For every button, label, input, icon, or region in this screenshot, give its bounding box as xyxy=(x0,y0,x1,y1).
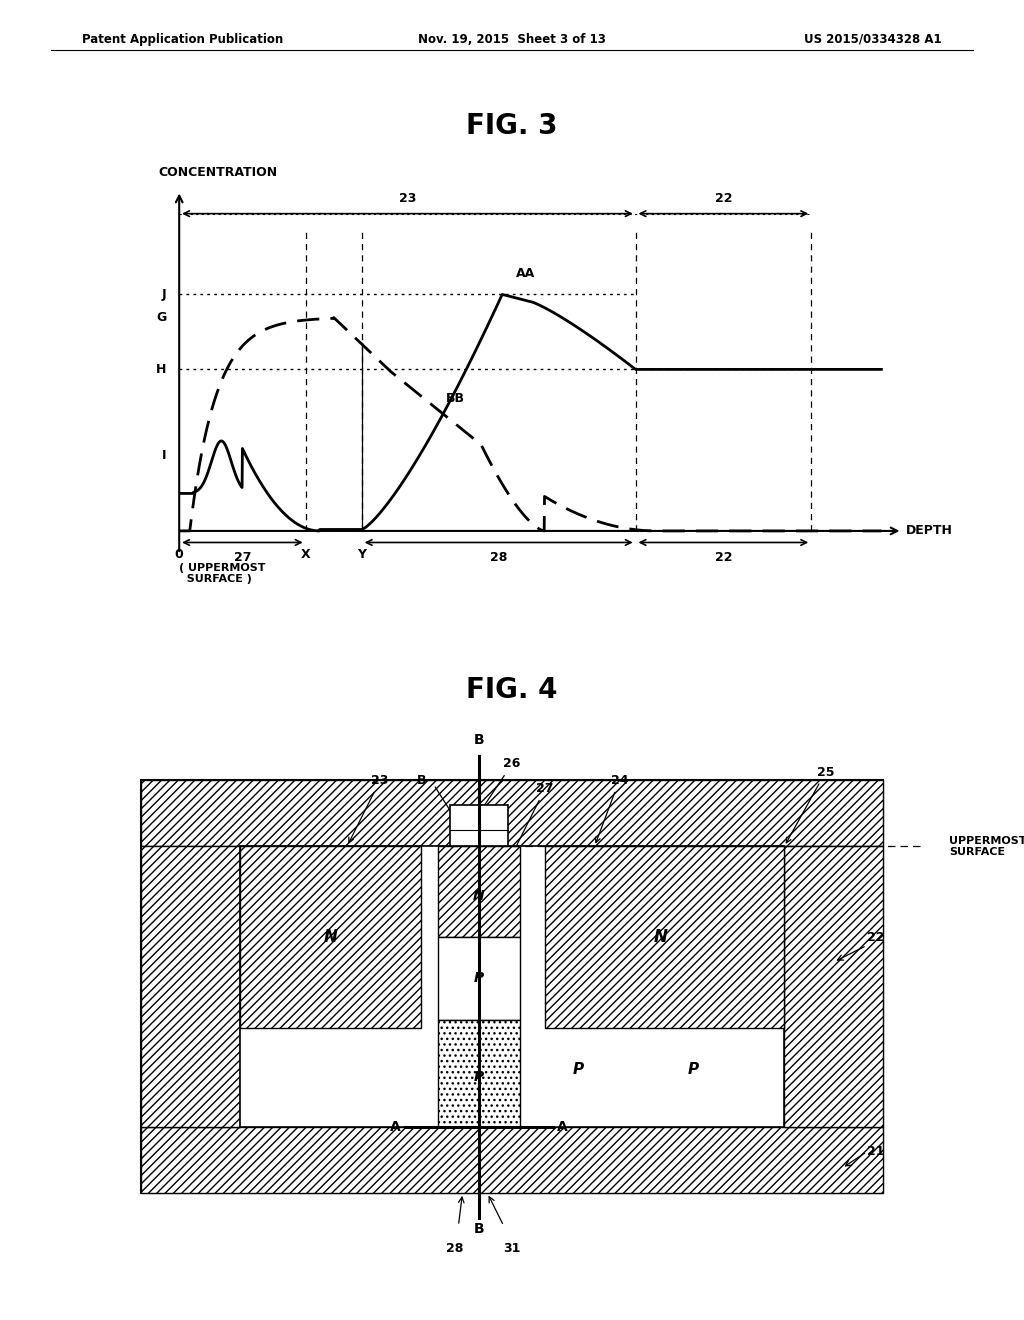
Text: G: G xyxy=(157,312,167,323)
Text: N: N xyxy=(324,928,338,946)
Text: 27: 27 xyxy=(233,552,251,564)
Bar xyxy=(240,846,421,1028)
Text: H: H xyxy=(157,363,167,376)
Text: N: N xyxy=(653,928,668,946)
Text: CONCENTRATION: CONCENTRATION xyxy=(158,166,278,180)
Text: P: P xyxy=(688,1061,699,1077)
Bar xyxy=(437,846,520,937)
Bar xyxy=(140,780,884,846)
Bar xyxy=(451,805,508,846)
Text: 22: 22 xyxy=(866,931,885,944)
Text: 27: 27 xyxy=(514,783,554,851)
Text: N: N xyxy=(473,888,484,903)
Text: 26: 26 xyxy=(481,758,520,810)
Text: X: X xyxy=(301,548,310,561)
Text: 22: 22 xyxy=(715,552,732,564)
Bar xyxy=(437,1020,520,1127)
Text: DEPTH: DEPTH xyxy=(906,524,952,537)
Bar xyxy=(140,780,884,1193)
Text: 24: 24 xyxy=(595,774,628,842)
Text: ( UPPERMOST
  SURFACE ): ( UPPERMOST SURFACE ) xyxy=(179,562,265,585)
Bar xyxy=(140,846,240,1127)
Text: B: B xyxy=(417,774,426,787)
Text: FIG. 4: FIG. 4 xyxy=(466,676,558,704)
Bar xyxy=(140,1127,884,1193)
Text: AA: AA xyxy=(516,267,536,280)
Text: UPPERMOST
SURFACE: UPPERMOST SURFACE xyxy=(949,836,1024,857)
Text: 28: 28 xyxy=(490,552,507,564)
Text: I: I xyxy=(162,449,167,462)
Text: 28: 28 xyxy=(445,1242,463,1255)
Text: B: B xyxy=(474,1222,484,1236)
Bar xyxy=(784,846,884,1127)
Text: Y: Y xyxy=(357,548,367,561)
Text: A: A xyxy=(390,1119,400,1134)
Text: Nov. 19, 2015  Sheet 3 of 13: Nov. 19, 2015 Sheet 3 of 13 xyxy=(418,33,606,46)
Text: P: P xyxy=(474,972,484,986)
Text: B: B xyxy=(474,734,484,747)
Text: 23: 23 xyxy=(349,774,389,842)
Bar xyxy=(437,937,520,1020)
Text: US 2015/0334328 A1: US 2015/0334328 A1 xyxy=(805,33,942,46)
Text: 25: 25 xyxy=(786,766,835,842)
Bar xyxy=(240,846,784,1127)
Text: P: P xyxy=(572,1061,584,1077)
Text: 23: 23 xyxy=(398,191,416,205)
Text: BB: BB xyxy=(446,392,465,405)
Text: A: A xyxy=(557,1119,568,1134)
Text: 0: 0 xyxy=(175,548,183,561)
Text: FIG. 3: FIG. 3 xyxy=(466,112,558,140)
Text: 31: 31 xyxy=(504,1242,520,1255)
Text: 22: 22 xyxy=(715,191,732,205)
Bar xyxy=(545,846,784,1028)
Text: P: P xyxy=(474,1071,484,1085)
Text: 21: 21 xyxy=(866,1146,885,1158)
Text: Patent Application Publication: Patent Application Publication xyxy=(82,33,284,46)
Text: J: J xyxy=(162,288,167,301)
